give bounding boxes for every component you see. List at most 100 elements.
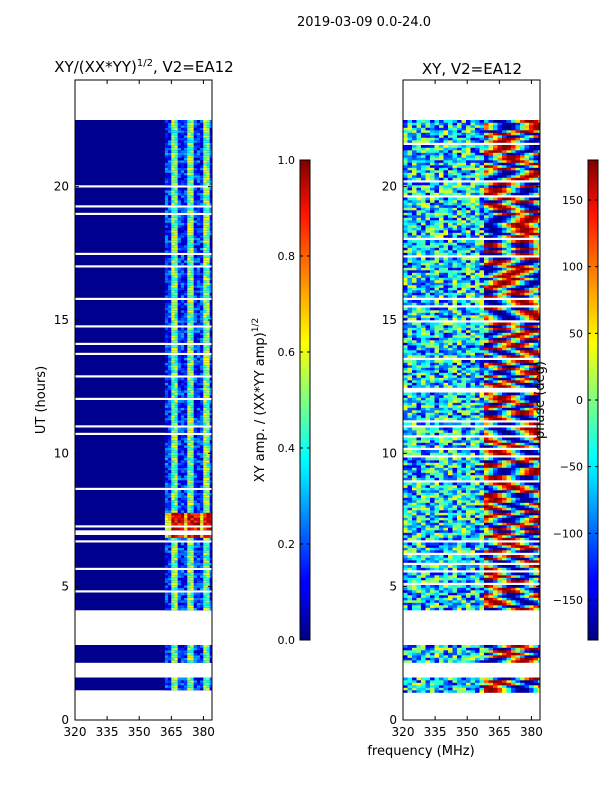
amplitude-ytick-label: 0 (61, 713, 69, 727)
amplitude-cell (200, 377, 204, 381)
amplitude-cell (168, 582, 172, 586)
amplitude-row (75, 157, 212, 161)
amplitude-cell (174, 217, 178, 221)
amplitude-cell (193, 592, 198, 596)
amplitude-cell (206, 322, 210, 326)
amplitude-row (75, 417, 212, 421)
phase-cell (457, 522, 462, 526)
amplitude-cell (190, 555, 194, 558)
amplitude-cell (196, 482, 201, 486)
phase-cell (448, 542, 453, 546)
amplitude-cell (190, 657, 194, 661)
phase-cell (457, 580, 462, 583)
amplitude-cell (193, 332, 198, 336)
phase-cell (421, 532, 426, 536)
amplitude-cell (200, 230, 204, 233)
amplitude-cell (190, 172, 194, 176)
amplitude-cell (206, 207, 210, 211)
phase-cell (538, 497, 540, 501)
phase-cell (452, 530, 458, 533)
amplitude-cell (184, 290, 188, 293)
amplitude-cell (193, 647, 198, 651)
amplitude-cell (180, 287, 185, 291)
amplitude-cell (206, 132, 210, 136)
phase-cell (407, 680, 413, 683)
amplitude-cell (200, 215, 204, 218)
amplitude-cell (190, 340, 194, 343)
phase-cell (416, 647, 422, 651)
phase-cell (520, 650, 525, 653)
amplitude-cell (174, 322, 178, 326)
phase-cell (493, 532, 498, 536)
amplitude-cell (180, 357, 185, 361)
phase-cell (515, 660, 521, 663)
phase-cell (488, 560, 494, 563)
amplitude-cell (187, 660, 191, 663)
amplitude-cell (209, 140, 212, 143)
phase-cell (421, 520, 426, 523)
amplitude-cell (203, 562, 207, 566)
phase-cell (493, 487, 498, 491)
amplitude-cell (187, 210, 191, 213)
amplitude-cell (190, 605, 194, 608)
amplitude-cell (196, 370, 201, 373)
amplitude-cell (209, 390, 212, 393)
amplitude-cell (168, 227, 172, 231)
phase-cell (430, 515, 435, 518)
amplitude-cell (206, 225, 210, 228)
amplitude-cell (174, 242, 178, 246)
amplitude-cell (200, 552, 204, 556)
phase-cell (515, 550, 521, 553)
amplitude-cell (187, 492, 191, 496)
phase-cell (416, 650, 422, 653)
phase-cell (484, 510, 489, 513)
phase-cell (533, 510, 539, 513)
amplitude-cell (206, 262, 210, 266)
phase-cell (443, 650, 449, 653)
amplitude-cell (203, 262, 207, 266)
phase-cell (511, 655, 516, 658)
phase-cell (502, 650, 507, 653)
phase-cell (502, 490, 507, 493)
amplitude-cell (180, 482, 185, 486)
phase-cell (439, 685, 444, 688)
amplitude-cell (168, 207, 172, 211)
phase-cell (425, 607, 431, 611)
phase-cell (457, 545, 462, 548)
phase-cell (470, 542, 476, 546)
amplitude-cell (209, 302, 212, 306)
amplitude-cell (184, 542, 188, 546)
amplitude-cell (180, 480, 185, 483)
amplitude-cell (209, 272, 212, 276)
amplitude-row (75, 407, 212, 411)
phase-cell (434, 497, 440, 501)
amplitude-cell (184, 357, 188, 361)
amplitude-cell (174, 442, 178, 446)
amplitude-cell (209, 237, 212, 241)
phase-cell (439, 597, 444, 601)
amplitude-cell (177, 357, 182, 361)
amplitude-cell (171, 365, 175, 368)
amplitude-cell (200, 497, 204, 501)
phase-cell (416, 565, 422, 568)
amplitude-cell (206, 232, 210, 236)
amplitude-cell (196, 592, 201, 596)
amplitude-cell (200, 475, 204, 478)
amplitude-cell (177, 585, 182, 588)
phase-cell (506, 595, 512, 598)
amplitude-row (75, 687, 212, 691)
phase-cell (403, 590, 408, 593)
amplitude-row (75, 170, 212, 173)
phase-cell (425, 532, 431, 536)
phase-cell (524, 507, 530, 511)
phase-cell (421, 577, 426, 581)
amplitude-cell (184, 175, 188, 178)
phase-cell (439, 537, 444, 541)
amplitude-row (75, 652, 212, 656)
amplitude-cell (184, 677, 188, 681)
amplitude-row (75, 182, 212, 186)
phase-cell (461, 500, 467, 503)
amplitude-cell (193, 295, 198, 298)
amplitude-cell (206, 362, 210, 366)
amplitude-cell (190, 197, 194, 201)
